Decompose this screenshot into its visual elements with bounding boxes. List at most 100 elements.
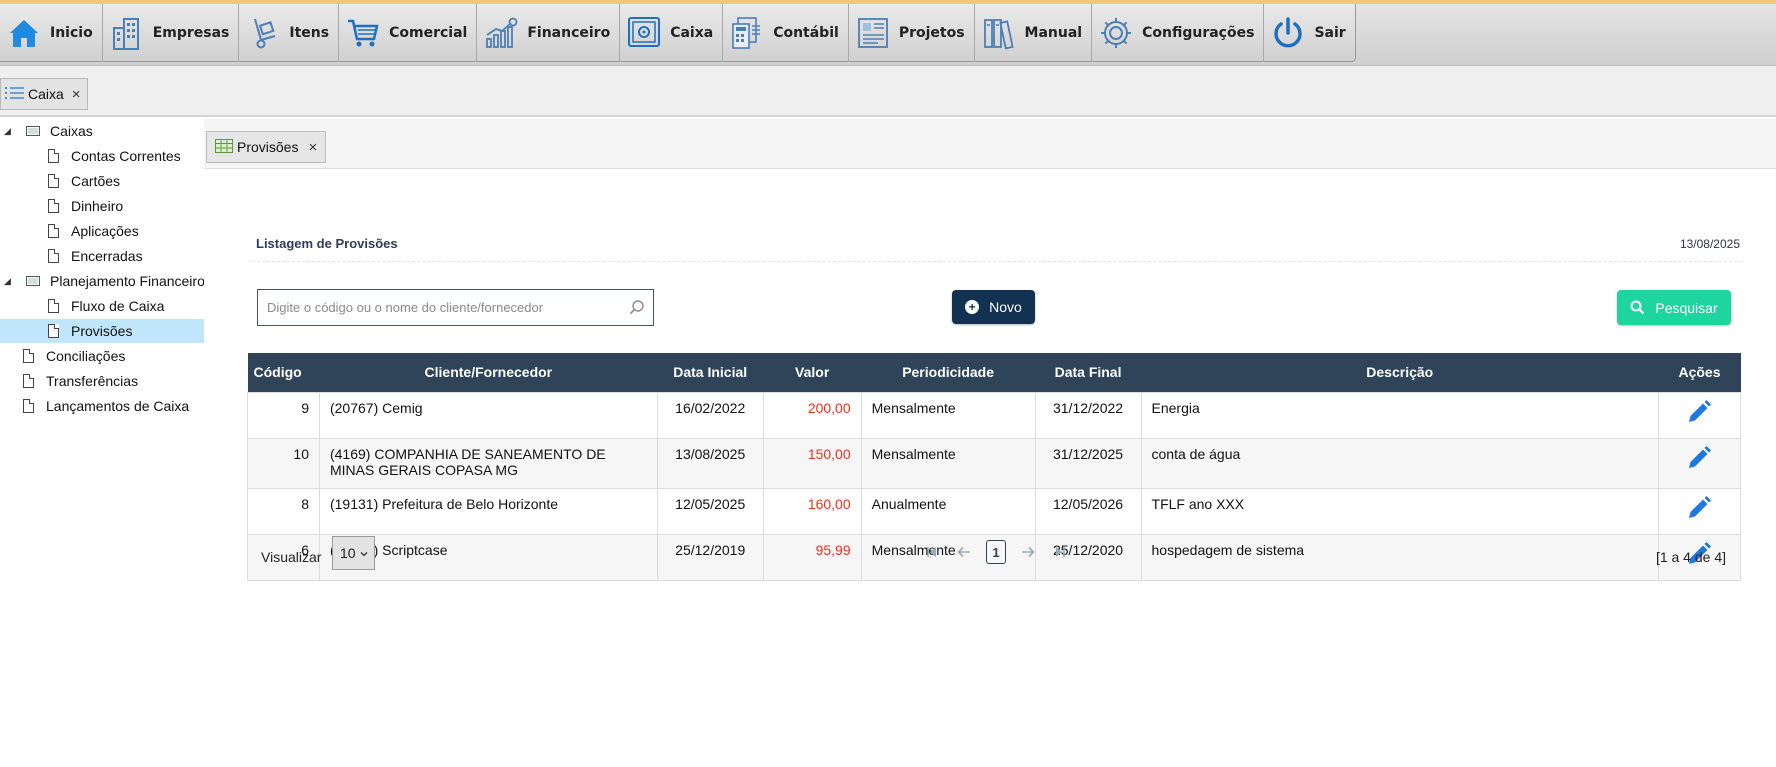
cell-periodicidade: Mensalmente — [860, 391, 1036, 439]
table-row[interactable]: 6 (19787) Scriptcase 25/12/2019 95,99 Me… — [247, 533, 1742, 581]
tree-node-transferencias[interactable]: Transferências — [0, 369, 204, 393]
menu-label: Contábil — [773, 25, 839, 41]
tree-node-conciliacoes[interactable]: Conciliações — [0, 344, 204, 368]
current-page-button[interactable]: 1 — [986, 540, 1006, 564]
tree-node-fluxo-caixa[interactable]: Fluxo de Caixa — [0, 294, 204, 318]
menu-sair[interactable]: Sair — [1264, 4, 1354, 62]
column-header[interactable]: Periodicidade — [861, 353, 1036, 392]
menu-configuracoes[interactable]: Configurações — [1092, 4, 1265, 62]
search-button[interactable]: Pesquisar — [1617, 290, 1731, 325]
last-page-icon[interactable] — [1052, 544, 1068, 560]
cell-periodicidade: Mensalmente — [860, 533, 1036, 581]
tree-label: Lançamentos de Caixa — [46, 398, 190, 414]
menu-label: Comercial — [389, 25, 468, 41]
menu-financeiro[interactable]: Financeiro — [477, 4, 621, 62]
expand-arrow-icon[interactable]: ◢ — [4, 125, 11, 136]
tree-label: Contas Correntes — [71, 148, 181, 164]
cell-data-final: 25/12/2020 — [1034, 533, 1142, 581]
document-icon — [48, 299, 59, 313]
document-icon — [48, 149, 59, 163]
menu-label: Configurações — [1142, 25, 1255, 41]
close-icon[interactable]: × — [308, 138, 318, 156]
close-icon[interactable]: × — [71, 85, 81, 103]
table-header-row: Código Cliente/Fornecedor Data Inicial V… — [247, 353, 1741, 392]
calculator-documents-icon — [729, 15, 765, 51]
hand-truck-icon — [245, 15, 281, 51]
cell-acoes — [1657, 533, 1742, 581]
column-header[interactable]: Cliente/Fornecedor — [319, 353, 658, 392]
cell-valor: 150,00 — [762, 437, 862, 489]
tree-node-encerradas[interactable]: Encerradas — [0, 244, 204, 268]
tree-node-lancamentos[interactable]: Lançamentos de Caixa — [0, 394, 204, 418]
tree-node-contas-correntes[interactable]: Contas Correntes — [0, 144, 204, 168]
new-button[interactable]: + Novo — [952, 290, 1035, 324]
table-row[interactable]: 8 (19131) Prefeitura de Belo Horizonte 1… — [247, 487, 1742, 535]
document-icon — [23, 349, 34, 363]
tree-node-caixas[interactable]: ◢ Caixas — [0, 119, 204, 143]
tree-node-cartoes[interactable]: Cartões — [0, 169, 204, 193]
cell-descricao: hospedagem de sistema — [1140, 533, 1659, 581]
document-icon — [23, 374, 34, 388]
previous-page-icon[interactable] — [956, 544, 972, 560]
cell-codigo: 10 — [247, 437, 320, 489]
plus-circle-icon: + — [965, 300, 980, 314]
column-header[interactable]: Descrição — [1141, 353, 1659, 392]
tree-node-aplicacoes[interactable]: Aplicações — [0, 219, 204, 243]
search-icon[interactable] — [629, 299, 645, 320]
tree-label: Dinheiro — [71, 198, 124, 214]
tree-label: Cartões — [71, 173, 121, 189]
menu-empresas[interactable]: Empresas — [103, 4, 240, 62]
column-header[interactable]: Data Inicial — [657, 353, 764, 392]
menu-label: Sair — [1314, 25, 1346, 41]
tab-provisoes[interactable]: Provisões × — [206, 131, 326, 163]
cell-periodicidade: Anualmente — [860, 487, 1036, 535]
menu-projetos[interactable]: Projetos — [849, 4, 975, 62]
menu-label: Projetos — [898, 25, 965, 41]
search-input[interactable] — [267, 300, 617, 315]
shopping-cart-icon — [345, 15, 381, 51]
table-row[interactable]: 10 (4169) COMPANHIA DE SANEAMENTO DE MIN… — [247, 437, 1742, 489]
books-icon — [981, 15, 1017, 51]
search-field[interactable] — [257, 289, 654, 326]
edit-pencil-icon[interactable] — [1686, 445, 1712, 474]
safe-icon — [626, 15, 662, 51]
cell-acoes — [1657, 391, 1742, 439]
menu-contabil[interactable]: Contábil — [723, 4, 849, 62]
expand-arrow-icon[interactable]: ◢ — [4, 275, 11, 286]
edit-pencil-icon[interactable] — [1686, 495, 1712, 524]
document-icon — [48, 174, 59, 188]
tree-label: Provisões — [71, 323, 133, 339]
menu-inicio[interactable]: Inicio — [0, 4, 103, 62]
next-page-icon[interactable] — [1020, 544, 1036, 560]
tree-node-dinheiro[interactable]: Dinheiro — [0, 194, 204, 218]
first-page-icon[interactable] — [924, 544, 940, 560]
cell-data-final: 31/12/2022 — [1034, 391, 1142, 439]
cell-cliente: (4169) COMPANHIA DE SANEAMENTO DE MINAS … — [318, 437, 658, 489]
column-header[interactable]: Data Final — [1035, 353, 1142, 392]
page-title: Listagem de Provisões — [256, 236, 398, 251]
edit-pencil-icon[interactable] — [1686, 541, 1712, 570]
tab-caixa[interactable]: Caixa × — [0, 78, 88, 110]
edit-pencil-icon[interactable] — [1686, 399, 1712, 428]
cell-descricao: TFLF ano XXX — [1140, 487, 1659, 535]
column-header[interactable]: Valor — [763, 353, 862, 392]
cell-valor: 200,00 — [762, 391, 862, 439]
menu-comercial[interactable]: Comercial — [339, 4, 478, 62]
menu-label: Financeiro — [527, 25, 611, 41]
column-header: Ações — [1658, 353, 1741, 392]
list-icon — [5, 86, 25, 103]
tree-node-planejamento[interactable]: ◢ Planejamento Financeiro — [0, 269, 205, 293]
menu-label: Itens — [289, 25, 330, 41]
menu-manual[interactable]: Manual — [975, 4, 1093, 62]
tree-label: Fluxo de Caixa — [71, 298, 165, 314]
cell-codigo: 9 — [247, 391, 320, 439]
buildings-icon — [109, 15, 145, 51]
menu-caixa[interactable]: Caixa — [620, 4, 724, 62]
bar-chart-money-icon — [483, 15, 519, 51]
pagination: 1 — [916, 540, 1076, 564]
page-size-select[interactable]: 10 — [332, 536, 375, 570]
table-row[interactable]: 9 (20767) Cemig 16/02/2022 200,00 Mensal… — [247, 391, 1742, 439]
tree-node-provisoes[interactable]: Provisões — [0, 319, 204, 343]
column-header[interactable]: Código — [247, 353, 320, 392]
menu-itens[interactable]: Itens — [239, 4, 340, 62]
